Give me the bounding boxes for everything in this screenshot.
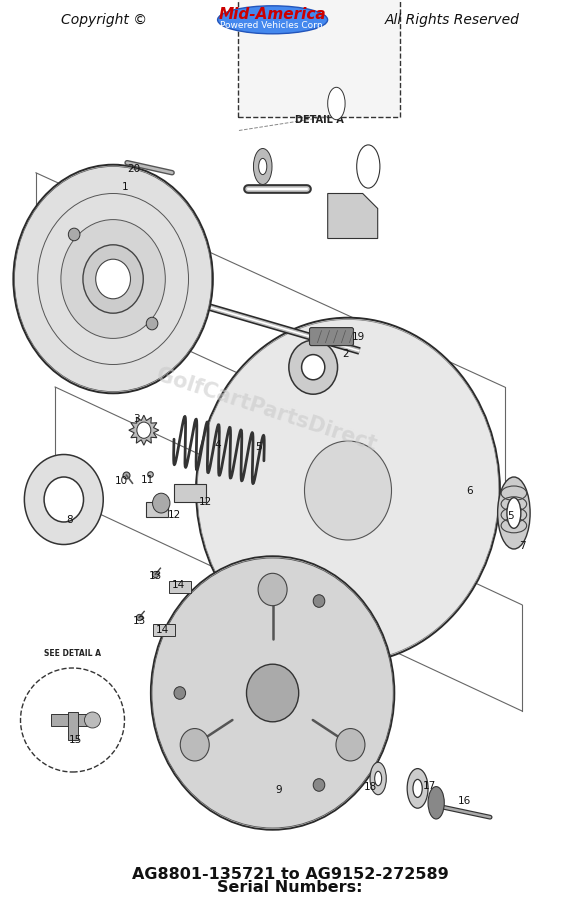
Ellipse shape (151, 556, 394, 830)
Bar (50, 714, 95, 726)
Ellipse shape (313, 778, 325, 791)
Text: 11: 11 (142, 474, 154, 485)
Text: 5: 5 (255, 442, 262, 453)
Ellipse shape (218, 5, 328, 34)
Text: 5: 5 (507, 510, 514, 521)
Ellipse shape (246, 664, 299, 722)
Text: 19: 19 (352, 332, 365, 343)
Text: 17: 17 (423, 780, 436, 791)
Text: Powered Vehicles Corp.: Powered Vehicles Corp. (220, 22, 325, 31)
Ellipse shape (153, 493, 170, 513)
Ellipse shape (407, 769, 428, 808)
Ellipse shape (357, 145, 380, 188)
Text: 20: 20 (127, 164, 140, 175)
FancyBboxPatch shape (310, 328, 353, 346)
Text: Serial Numbers:: Serial Numbers: (218, 880, 362, 896)
Circle shape (20, 668, 125, 772)
Ellipse shape (328, 87, 345, 120)
Polygon shape (129, 415, 159, 446)
Text: AG8801-135721 to AG9152-272589: AG8801-135721 to AG9152-272589 (132, 867, 448, 882)
Text: Copyright ©: Copyright © (61, 13, 147, 27)
Ellipse shape (314, 453, 382, 528)
Ellipse shape (146, 317, 158, 329)
Text: 13: 13 (133, 616, 146, 626)
Ellipse shape (84, 246, 142, 312)
Text: 12: 12 (168, 509, 180, 520)
Bar (169, 581, 191, 593)
Ellipse shape (24, 454, 103, 544)
Circle shape (85, 712, 100, 728)
Text: 15: 15 (69, 734, 82, 745)
Ellipse shape (498, 477, 530, 549)
Polygon shape (328, 194, 378, 238)
Ellipse shape (313, 595, 325, 608)
Text: 3: 3 (133, 413, 140, 424)
Text: Mid-America: Mid-America (219, 7, 327, 22)
Ellipse shape (507, 498, 521, 528)
Text: DETAIL A: DETAIL A (295, 115, 343, 125)
Ellipse shape (174, 687, 186, 699)
Text: SEE DETAIL A: SEE DETAIL A (44, 649, 101, 658)
Ellipse shape (258, 573, 287, 606)
Bar (153, 625, 175, 636)
Bar (67, 712, 78, 740)
Text: 14: 14 (172, 580, 185, 590)
Ellipse shape (302, 355, 325, 380)
Text: 8: 8 (66, 515, 73, 526)
Text: 6: 6 (466, 485, 473, 496)
Ellipse shape (304, 441, 392, 540)
Ellipse shape (259, 158, 267, 175)
Bar (174, 484, 206, 502)
Bar (146, 501, 168, 517)
Ellipse shape (83, 245, 143, 313)
Ellipse shape (68, 229, 80, 241)
Text: 9: 9 (275, 785, 282, 796)
Text: GolfCartPartsDirect: GolfCartPartsDirect (154, 364, 379, 454)
Text: 7: 7 (519, 541, 525, 552)
Text: 2: 2 (342, 348, 349, 359)
Ellipse shape (180, 729, 209, 760)
Text: 12: 12 (200, 497, 212, 508)
Text: 14: 14 (156, 625, 169, 635)
Ellipse shape (289, 340, 338, 394)
Ellipse shape (375, 771, 382, 786)
Ellipse shape (253, 148, 272, 184)
Text: 1: 1 (121, 182, 128, 193)
Bar (238, 0, 400, 117)
Ellipse shape (336, 729, 365, 760)
Ellipse shape (370, 762, 386, 795)
Ellipse shape (13, 165, 213, 393)
Text: 16: 16 (458, 796, 470, 806)
Ellipse shape (96, 259, 130, 299)
Ellipse shape (196, 318, 500, 663)
Ellipse shape (137, 422, 151, 438)
Text: All Rights Reserved: All Rights Reserved (385, 13, 520, 27)
Ellipse shape (61, 220, 165, 338)
Ellipse shape (44, 477, 84, 522)
Text: 13: 13 (149, 571, 162, 581)
Ellipse shape (428, 787, 444, 819)
Text: 4: 4 (214, 440, 221, 451)
Text: 18: 18 (364, 782, 376, 793)
Ellipse shape (413, 779, 422, 797)
Text: 10: 10 (115, 476, 128, 487)
